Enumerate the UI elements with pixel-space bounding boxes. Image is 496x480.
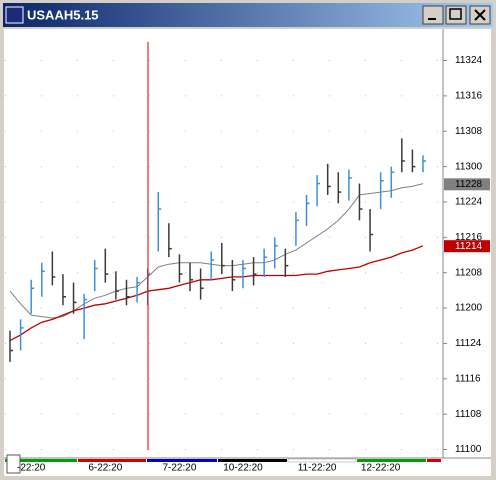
y-tick-label: 11124: [455, 338, 482, 349]
x-tick-label: -22:20: [17, 463, 46, 474]
chart-panel: [4, 29, 491, 476]
x-tick-label: 11-22:20: [298, 463, 337, 474]
y-tick-label: 11200: [455, 303, 483, 314]
last-value-label: 11214: [455, 241, 483, 252]
title-bar: [3, 3, 493, 27]
moving-average-line: [9, 245, 424, 342]
last-value-label: 11228: [455, 179, 483, 190]
y-tick-label: 11216: [455, 232, 483, 243]
y-tick-label: 11300: [455, 161, 483, 172]
x-tick-label: 12-22:20: [361, 463, 401, 474]
y-tick-label: 11100: [455, 444, 482, 455]
close-button[interactable]: [469, 5, 491, 25]
y-tick-label: 11224: [455, 197, 483, 208]
y-tick-label: 11324: [455, 55, 483, 66]
y-tick-label: 11308: [455, 126, 483, 137]
last-value-box: [444, 178, 490, 191]
y-tick-label: 11108: [455, 409, 482, 420]
y-tick-label: 11116: [455, 373, 481, 384]
last-value-box: [444, 240, 490, 253]
minimize-button[interactable]: [422, 5, 444, 25]
maximize-button[interactable]: [445, 5, 467, 25]
session-strip: [5, 458, 441, 463]
y-tick-label: 11208: [455, 267, 483, 278]
x-tick-label: 6-22:20: [88, 463, 122, 474]
moving-average-line: [9, 183, 424, 319]
window-title: USAAH5.15: [27, 7, 99, 22]
x-tick-label: 7-22:20: [162, 463, 196, 474]
x-tick-label: 10-22:20: [223, 463, 263, 474]
scroll-box[interactable]: [6, 454, 21, 474]
y-tick-label: 11316: [455, 91, 483, 102]
app-icon: [5, 6, 24, 24]
